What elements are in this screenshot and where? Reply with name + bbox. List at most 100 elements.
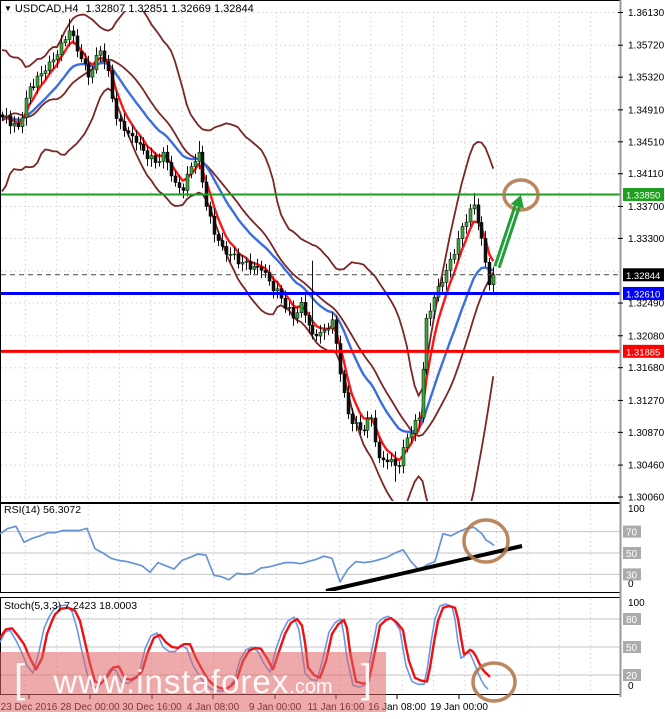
rsi-scale-label: 0 xyxy=(628,579,634,590)
price-flag-box xyxy=(623,344,664,358)
candle-bear xyxy=(118,118,123,122)
candle-bear xyxy=(283,298,288,309)
candle-bear xyxy=(263,270,268,273)
annotations xyxy=(462,178,540,703)
stoch-scale-label: 100 xyxy=(628,598,645,609)
candle-bull xyxy=(55,54,60,61)
candle-bear xyxy=(75,35,80,52)
candle-bear xyxy=(479,222,484,239)
annotation-circle[interactable] xyxy=(471,661,517,703)
ohlc-readout: 1.32807 1.32851 1.32669 1.32844 xyxy=(85,3,254,15)
price-axis-label: 1.34510 xyxy=(628,137,665,148)
candle-bull xyxy=(185,173,190,191)
candlestick-series xyxy=(0,18,496,482)
candle-bull xyxy=(157,161,162,163)
candle-bull xyxy=(12,123,17,127)
candle-bear xyxy=(138,142,143,145)
price-axis-label: 1.35720 xyxy=(628,41,665,52)
chart-title: ▼ USDCAD,H4 1.32807 1.32851 1.32669 1.3284… xyxy=(4,3,254,15)
annotation-circle[interactable] xyxy=(502,178,540,212)
candle-bull xyxy=(51,59,56,63)
rsi-level-box xyxy=(623,525,641,538)
candle-bull xyxy=(67,30,72,40)
candle-bear xyxy=(483,238,488,263)
price-axis-label: 1.33700 xyxy=(628,202,665,213)
candle-bear xyxy=(169,162,174,177)
candle-bull xyxy=(405,437,410,448)
watermark-bracket-right: ] xyxy=(360,657,372,701)
instaforex-watermark: [ www.instaforex.com ] xyxy=(0,652,386,712)
candle-bear xyxy=(381,457,386,461)
candle-bear xyxy=(248,261,253,270)
candle-bull xyxy=(244,261,249,263)
candle-bear xyxy=(102,50,107,62)
candle-bear xyxy=(334,319,339,344)
main-price-panel[interactable] xyxy=(0,0,621,503)
candle-bull xyxy=(409,433,414,439)
candle-bull xyxy=(456,238,461,255)
candle-bull xyxy=(94,55,99,71)
rsi-indicator-label: RSI(14) 56.3072 xyxy=(4,504,82,516)
candle-bull xyxy=(240,262,245,265)
candle-bull xyxy=(189,166,194,175)
candle-bear xyxy=(86,63,91,78)
candle-bull xyxy=(369,417,374,420)
price-axis-label: 1.32080 xyxy=(628,331,665,342)
candle-bear xyxy=(271,280,276,292)
candle-bear xyxy=(291,307,296,319)
candle-bear xyxy=(145,150,150,160)
candle-bear xyxy=(307,315,312,326)
candle-bull xyxy=(417,417,422,421)
rsi-level-box xyxy=(623,547,641,559)
candle-bull xyxy=(460,226,465,239)
watermark-text: www.instaforex.com xyxy=(53,663,333,700)
candle-bear xyxy=(267,272,272,282)
candle-bull xyxy=(28,86,33,99)
price-axis-label: 1.33300 xyxy=(628,234,665,245)
price-axis-label: 1.34110 xyxy=(628,169,664,180)
trend-arrow-head[interactable] xyxy=(510,195,524,209)
candle-bear xyxy=(314,333,319,337)
rsi-level-label: 30 xyxy=(626,570,638,581)
rsi-level-box xyxy=(623,568,641,581)
candle-bull xyxy=(161,151,166,162)
stoch-indicator-label: Stoch(5,3,3) 7.2423 18.0003 xyxy=(4,600,138,612)
price-flag-label: 1.32844 xyxy=(626,271,660,282)
candle-bull xyxy=(440,282,445,287)
candle-bear xyxy=(255,266,260,268)
rsi-trendline[interactable] xyxy=(325,544,523,591)
annotation-circle[interactable] xyxy=(462,518,510,564)
candle-bull xyxy=(452,254,457,260)
price-axis-label: 1.30460 xyxy=(628,461,665,472)
rsi-level-label: 70 xyxy=(626,528,638,539)
candle-bear xyxy=(31,86,36,88)
candle-bull xyxy=(252,266,257,270)
stoch-level-label: 20 xyxy=(626,671,638,682)
candle-bull xyxy=(20,117,25,127)
price-flag-label: 1.31885 xyxy=(626,347,660,358)
symbol-dropdown-icon[interactable]: ▼ xyxy=(4,4,12,13)
candle-bear xyxy=(362,429,367,432)
price-flag-box xyxy=(623,286,664,300)
candle-bull xyxy=(299,301,304,313)
rsi-plot xyxy=(0,525,523,591)
rsi-scale-label: 100 xyxy=(628,504,645,515)
stoch-level-label: 80 xyxy=(626,615,638,626)
candle-bull xyxy=(39,73,44,77)
candle-bull xyxy=(228,254,233,256)
rsi-panel[interactable] xyxy=(0,503,621,593)
candle-bull xyxy=(24,97,29,118)
candle-bull xyxy=(232,253,237,256)
candle-bull xyxy=(468,208,473,223)
candle-bear xyxy=(346,392,351,415)
candle-bear xyxy=(114,98,119,119)
candle-bear xyxy=(310,324,315,335)
candle-bull xyxy=(43,70,48,74)
candle-bear xyxy=(0,114,5,118)
candle-bear xyxy=(122,121,127,131)
candle-bear xyxy=(487,262,492,285)
candle-bull xyxy=(295,312,300,319)
rsi-line xyxy=(0,525,495,583)
